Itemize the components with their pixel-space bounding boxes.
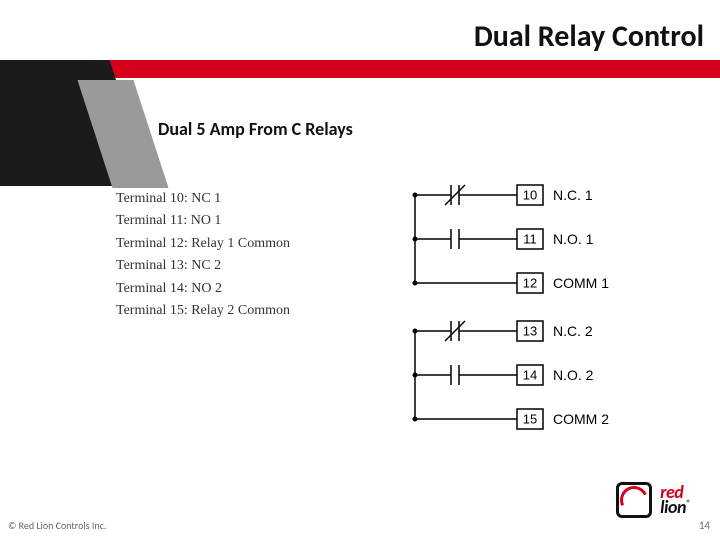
svg-text:N.C. 1: N.C. 1 bbox=[553, 187, 593, 203]
page-title: Dual Relay Control bbox=[0, 18, 704, 55]
terminal-list-item: Terminal 14: NO 2 bbox=[116, 278, 290, 300]
relay-diagram: 10 N.C. 1 11 N.O. 1 12 COMM 1 13 N.C. 2 14 N.O. 2… bbox=[395, 166, 705, 456]
svg-text:14: 14 bbox=[523, 367, 537, 382]
svg-text:13: 13 bbox=[523, 323, 537, 338]
subtitle: Dual 5 Amp From C Relays bbox=[158, 118, 353, 140]
svg-text:COMM 1: COMM 1 bbox=[553, 275, 609, 291]
svg-text:N.O. 2: N.O. 2 bbox=[553, 367, 594, 383]
svg-text:12: 12 bbox=[523, 275, 537, 290]
slide: Dual Relay Control Dual 5 Amp From C Rel… bbox=[0, 0, 720, 540]
svg-text:15: 15 bbox=[523, 411, 537, 426]
logo-text: red lion® bbox=[660, 485, 690, 516]
registered-icon: ® bbox=[686, 498, 690, 509]
svg-text:N.C. 2: N.C. 2 bbox=[553, 323, 593, 339]
page-number: 14 bbox=[699, 519, 710, 532]
terminal-list-item: Terminal 12: Relay 1 Common bbox=[116, 233, 290, 255]
terminal-list: Terminal 10: NC 1 Terminal 11: NO 1 Term… bbox=[116, 188, 290, 322]
svg-text:N.O. 1: N.O. 1 bbox=[553, 231, 594, 247]
brand-logo: red lion® bbox=[616, 482, 690, 518]
svg-text:10: 10 bbox=[523, 187, 537, 202]
svg-text:COMM 2: COMM 2 bbox=[553, 411, 609, 427]
logo-mark-icon bbox=[616, 482, 652, 518]
logo-line2: lion® bbox=[660, 500, 690, 515]
terminal-list-item: Terminal 10: NC 1 bbox=[116, 188, 290, 210]
terminal-list-item: Terminal 11: NO 1 bbox=[116, 210, 290, 232]
terminal-list-item: Terminal 15: Relay 2 Common bbox=[116, 300, 290, 322]
svg-text:11: 11 bbox=[523, 231, 537, 246]
copyright-text: © Red Lion Controls Inc. bbox=[8, 519, 106, 532]
terminal-list-item: Terminal 13: NC 2 bbox=[116, 255, 290, 277]
